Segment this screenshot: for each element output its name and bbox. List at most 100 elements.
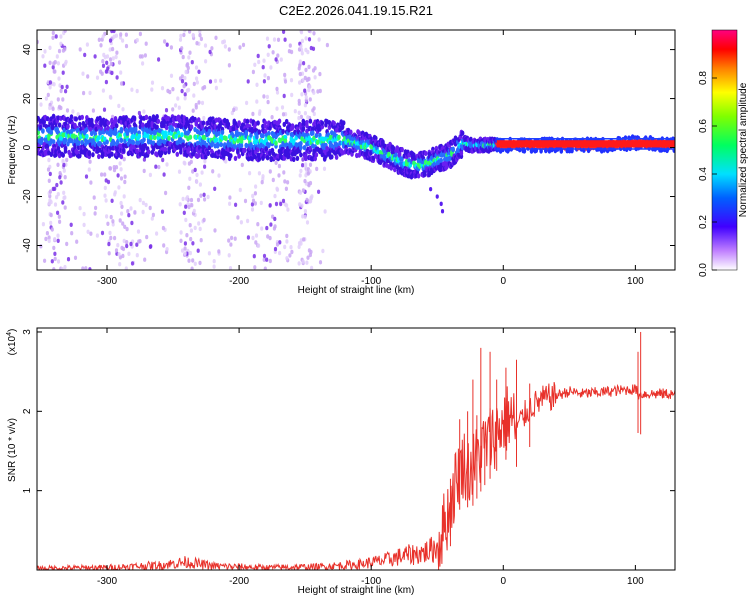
noise-dot <box>155 231 159 236</box>
noise-dot <box>284 186 288 191</box>
noise-dot <box>65 241 69 247</box>
noise-dot <box>88 159 92 164</box>
noise-dot <box>213 228 217 233</box>
ridge-cell <box>299 145 303 151</box>
noise-dot <box>142 157 146 162</box>
noise-dot <box>56 192 60 197</box>
noise-dot <box>199 193 203 198</box>
noise-dot <box>223 44 227 49</box>
ridge-cell <box>144 114 149 120</box>
noise-dot <box>280 105 285 110</box>
noise-dot <box>299 114 303 120</box>
ridge-cell <box>239 143 244 149</box>
noise-dot <box>303 163 308 169</box>
noise-dot <box>58 219 62 224</box>
noise-dot <box>188 250 192 256</box>
noise-dot <box>51 65 55 70</box>
noise-dot <box>185 63 189 68</box>
noise-dot <box>188 30 192 34</box>
noise-dot <box>141 200 145 206</box>
noise-dot <box>51 106 55 112</box>
noise-dot <box>144 202 148 208</box>
ridge-cell <box>460 130 465 136</box>
ridge-cell <box>113 130 118 136</box>
noise-dot <box>243 198 248 204</box>
noise-dot <box>108 230 112 236</box>
noise-dot <box>129 206 133 211</box>
noise-dot <box>142 168 146 174</box>
ridge-cell <box>400 156 404 162</box>
noise-dot <box>299 30 304 35</box>
noise-dot <box>178 37 183 42</box>
noise-dot <box>84 266 88 270</box>
noise-dot <box>275 106 279 111</box>
noise-dot <box>298 71 302 77</box>
noise-dot <box>303 103 307 108</box>
noise-dot <box>41 54 45 59</box>
noise-dot <box>150 80 155 85</box>
noise-dot <box>228 201 232 206</box>
noise-dot <box>183 30 187 33</box>
noise-dot <box>227 47 231 52</box>
noise-dot <box>299 168 303 174</box>
noise-dot <box>108 94 112 100</box>
noise-dot <box>266 75 270 81</box>
noise-dot <box>202 217 206 223</box>
x-tick-label: -200 <box>229 576 249 587</box>
noise-dot <box>127 251 131 256</box>
noise-dot <box>289 78 294 83</box>
noise-dot <box>51 30 55 36</box>
noise-dot <box>56 233 60 238</box>
noise-dot <box>278 250 282 256</box>
ridge-cell <box>264 146 269 152</box>
noise-dot <box>257 243 261 248</box>
noise-dot <box>298 80 302 85</box>
noise-dot <box>281 112 286 117</box>
noise-dot <box>111 46 115 52</box>
noise-dot <box>290 249 294 255</box>
noise-dot <box>82 90 86 96</box>
y-tick-label: 0 <box>22 144 33 150</box>
noise-dot <box>263 266 267 270</box>
noise-dot <box>61 97 65 102</box>
noise-dot <box>268 203 272 208</box>
noise-dot <box>203 43 208 48</box>
colorbar-label: Normalized spectral amplitude <box>738 82 749 217</box>
x-tick-label: 100 <box>627 276 644 287</box>
noise-dot <box>262 94 266 99</box>
noise-dot <box>206 194 210 200</box>
noise-dot <box>63 30 67 33</box>
ridge-cell <box>41 128 45 134</box>
noise-dot <box>282 30 286 34</box>
ridge-cell <box>63 137 68 143</box>
noise-dot <box>60 84 64 90</box>
snr-multiplier-base: (x10 <box>7 335 18 355</box>
noise-dot <box>251 111 255 117</box>
noise-dot <box>130 220 134 226</box>
noise-dot <box>262 79 266 84</box>
noise-dot <box>124 266 128 270</box>
ridge-cell <box>623 135 628 141</box>
noise-dot <box>101 34 105 39</box>
noise-dot <box>300 92 304 97</box>
noise-dot <box>191 108 195 113</box>
noise-dot <box>57 48 62 54</box>
noise-dot <box>303 178 307 184</box>
noise-dot <box>106 221 110 226</box>
noise-dot <box>238 187 242 193</box>
noise-dot <box>188 223 192 228</box>
noise-dot <box>189 236 193 242</box>
noise-dot <box>211 169 215 174</box>
ridge-cell <box>57 122 62 128</box>
snr-plot-area <box>37 331 675 570</box>
noise-dot <box>214 35 218 40</box>
noise-dot <box>273 216 277 222</box>
noise-dot <box>250 202 254 207</box>
ridge-cell <box>87 150 92 156</box>
noise-dot <box>239 220 243 225</box>
noise-dot <box>119 167 123 172</box>
ridge-cell <box>517 147 522 153</box>
noise-dot <box>162 172 166 177</box>
noise-dot <box>191 258 195 263</box>
